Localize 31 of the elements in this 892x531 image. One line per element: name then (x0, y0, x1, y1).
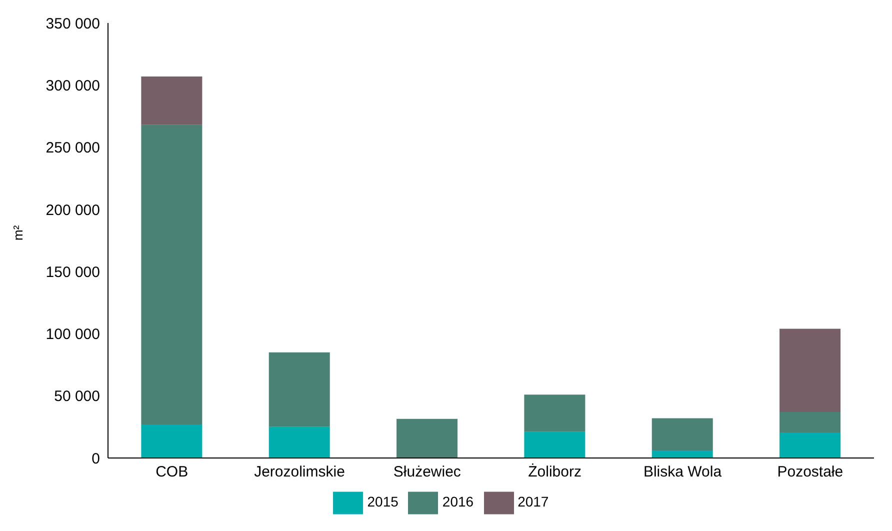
legend-label: 2016 (442, 494, 474, 510)
x-tick-label: COB (156, 464, 188, 481)
x-tick-label: Bliska Wola (643, 464, 722, 481)
legend-label: 2015 (367, 494, 398, 510)
bar (396, 418, 458, 458)
legend-label: 2017 (518, 494, 549, 510)
bar (141, 124, 202, 424)
bar (780, 412, 841, 433)
y-tick-label: 250 000 (46, 140, 100, 157)
y-tick-label: 100 000 (46, 326, 100, 344)
bar (141, 76, 202, 125)
x-tick-label: Jerozolimskie (254, 464, 345, 481)
bar (780, 328, 841, 412)
bar (141, 424, 202, 458)
y-tick-label: 50 000 (54, 388, 100, 406)
bar (652, 450, 713, 458)
bar (780, 432, 841, 458)
y-axis-title: m² (10, 224, 26, 240)
x-tick-label: Pozostałe (777, 464, 844, 481)
y-tick-label: 150 000 (46, 264, 100, 281)
bar (268, 352, 330, 427)
x-tick-label: Żoliborz (528, 462, 582, 481)
bar (268, 426, 330, 458)
x-tick-label: Służewiec (393, 464, 462, 481)
bar (524, 394, 586, 432)
y-tick-label: 350 000 (46, 15, 100, 32)
bar (524, 432, 586, 458)
y-tick-label: 200 000 (46, 202, 100, 219)
y-tick-label: 0 (92, 450, 100, 468)
y-tick-label: 300 000 (46, 77, 100, 94)
bar (652, 418, 713, 451)
